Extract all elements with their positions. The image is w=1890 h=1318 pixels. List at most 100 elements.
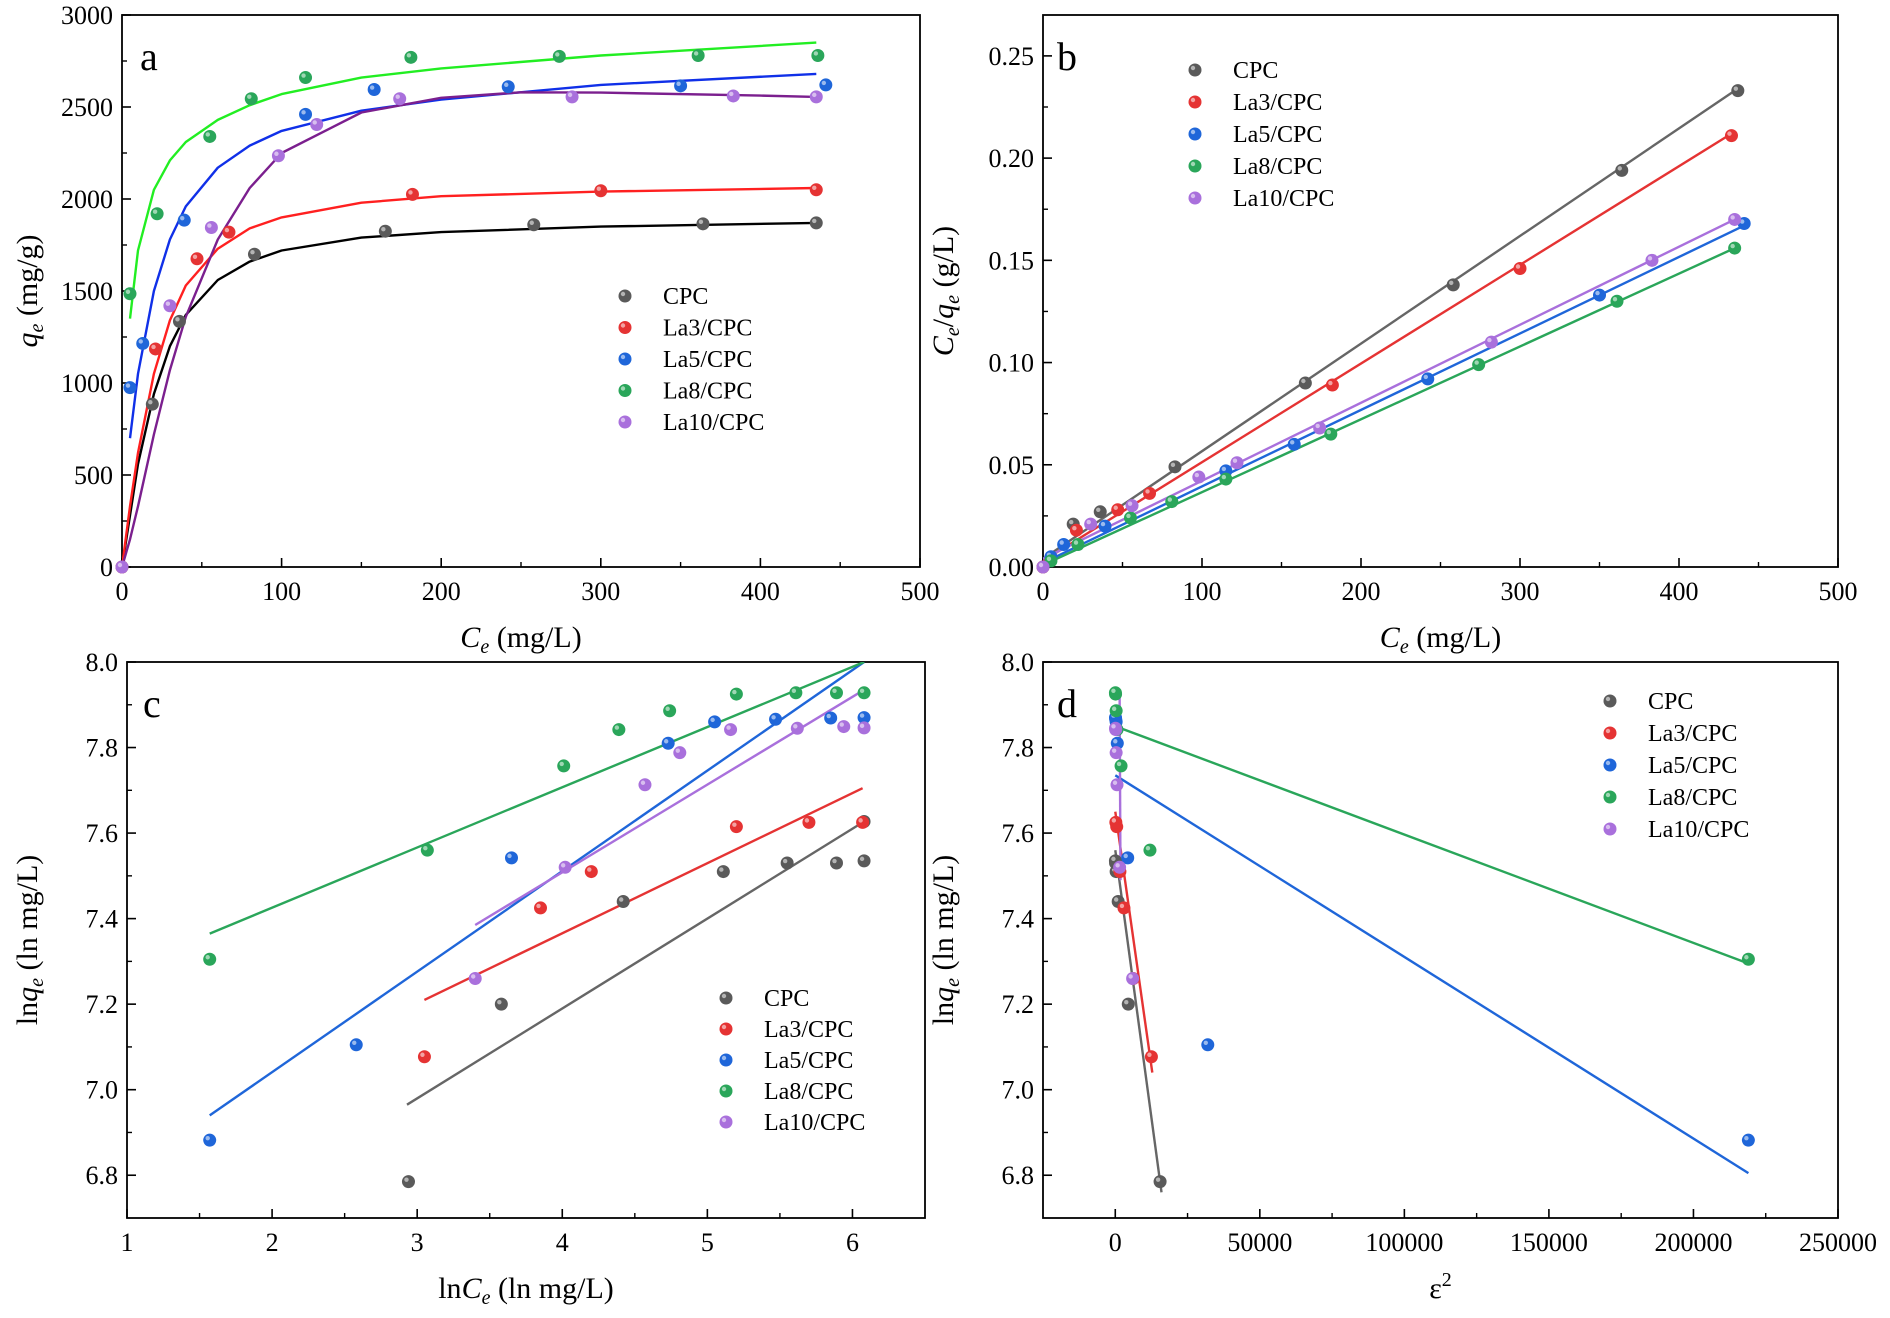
x-tick-label-d: 0	[1109, 1228, 1122, 1257]
data-point-la8-cpc-highlight	[1116, 761, 1122, 767]
data-point-la5-cpc-highlight	[352, 1040, 357, 1045]
data-point-la5-cpc	[349, 1038, 363, 1052]
data-point-la3-cpc	[1117, 901, 1131, 915]
fit-line-la8-cpc	[1043, 247, 1736, 567]
data-point-la8-cpc	[663, 704, 677, 718]
data-point-la8-cpc-highlight	[125, 289, 131, 294]
data-point-cpc	[1153, 1175, 1167, 1189]
data-point-cpc	[829, 856, 843, 870]
data-point-la5-cpc-highlight	[1221, 466, 1227, 472]
data-point-la8-cpc-highlight	[1126, 513, 1131, 519]
data-point-la8-cpc-highlight	[665, 706, 670, 711]
data-point-cpc	[1121, 997, 1135, 1011]
fit-line-la3-cpc	[122, 186, 817, 567]
data-point-la3-cpc	[809, 183, 823, 197]
data-point-la10-cpc	[1313, 421, 1327, 435]
data-point-la10-cpc	[724, 723, 738, 737]
x-tick-label-b: 100	[1183, 577, 1222, 606]
y-tick-label-a: 1000	[61, 369, 113, 398]
data-point-la10-cpc	[857, 721, 871, 735]
data-point-la3-cpc	[1513, 262, 1527, 276]
data-point-la3-cpc	[1111, 503, 1125, 517]
y-tick-label-b: 0.20	[989, 144, 1035, 173]
data-point-la10-cpc	[809, 90, 823, 104]
legend-label-cpc: CPC	[1648, 689, 1693, 715]
data-point-la5-cpc-highlight	[369, 85, 375, 90]
data-point-cpc-highlight	[698, 219, 704, 225]
fit-line-la10-cpc	[474, 688, 865, 927]
data-point-la10-cpc-highlight	[1194, 472, 1200, 478]
data-point-la3-cpc	[1069, 523, 1083, 537]
data-point-la10-cpc	[1109, 721, 1123, 735]
legend-marker-cpc-highlight	[620, 291, 626, 297]
data-point-cpc	[1446, 278, 1460, 292]
y-axis-label-a: qe (mg/g)	[11, 234, 48, 347]
data-point-cpc	[172, 314, 186, 328]
legend-marker-la10-cpc-highlight	[1190, 193, 1196, 199]
data-point-la10-cpc-highlight	[165, 301, 171, 306]
data-point-la8-cpc	[244, 92, 258, 106]
data-point-la8-cpc	[150, 207, 164, 221]
data-point-la5-cpc-highlight	[504, 82, 509, 87]
data-point-la8-cpc	[1114, 759, 1128, 773]
data-point-la3-cpc-highlight	[420, 1052, 425, 1057]
data-point-cpc-highlight	[619, 897, 624, 902]
data-point-la5-cpc-highlight	[859, 713, 865, 718]
fit-line-la10-cpc	[1043, 218, 1736, 560]
data-point-cpc-highlight	[812, 218, 817, 224]
data-point-la8-cpc	[789, 686, 803, 700]
data-point-la3-cpc	[594, 184, 608, 198]
data-point-la10-cpc	[1484, 335, 1498, 349]
data-point-cpc-highlight	[148, 399, 153, 405]
x-tick-label-c: 3	[411, 1228, 424, 1257]
x-tick-label-c: 6	[846, 1228, 859, 1257]
data-point-la10-cpc-highlight	[1086, 519, 1091, 525]
legend-a: CPC La3/CPC La5/CPC La8/CPC La10/CPC	[618, 284, 764, 436]
fit-line-la8-cpc	[1114, 725, 1749, 965]
data-point-la10-cpc-highlight	[471, 974, 476, 979]
data-point-la8-cpc	[404, 50, 418, 64]
fit-line-la8-cpc	[128, 41, 817, 319]
legend-marker-la8-cpc-highlight	[620, 386, 626, 391]
legend-marker-la3-cpc	[1603, 726, 1617, 740]
data-point-cpc-highlight	[1111, 856, 1116, 862]
legend-label-la10-cpc: La10/CPC	[1648, 817, 1749, 843]
data-point-la5-cpc	[824, 711, 838, 725]
x-axis-label-c: lnCe (ln mg/L)	[438, 1272, 614, 1309]
fit-line-la3-cpc	[423, 787, 864, 1001]
data-point-la5-cpc	[203, 1133, 217, 1147]
data-point-la3-cpc	[802, 815, 816, 829]
data-point-la5-cpc	[674, 79, 688, 93]
legend-d: CPC La3/CPC La5/CPC La8/CPC La10/CPC	[1603, 689, 1749, 843]
legend-marker-la3-cpc-highlight	[620, 323, 626, 328]
data-point-la10-cpc	[310, 117, 324, 131]
data-point-cpc	[1298, 376, 1312, 390]
legend-label-cpc: CPC	[764, 986, 809, 1012]
data-point-la8-cpc	[1324, 427, 1338, 441]
data-point-cpc	[1615, 163, 1629, 177]
data-point-la8-cpc-highlight	[813, 51, 819, 56]
x-tick-label-b: 400	[1660, 577, 1699, 606]
data-point-la8-cpc-highlight	[301, 73, 306, 78]
x-tick-label-a: 500	[901, 577, 940, 606]
data-point-la10-cpc	[1126, 971, 1140, 985]
legend-label-la5-cpc: La5/CPC	[663, 347, 752, 373]
data-point-la10-cpc-highlight	[1315, 423, 1320, 429]
data-point-cpc-highlight	[719, 867, 724, 872]
data-point-la10-cpc-highlight	[1487, 337, 1492, 343]
data-point-la5-cpc-highlight	[1059, 540, 1064, 545]
data-point-cpc-highlight	[1301, 378, 1306, 384]
data-point-la8-cpc	[203, 129, 217, 143]
data-point-la10-cpc	[393, 92, 407, 106]
data-point-cpc	[145, 397, 159, 411]
data-point-la10-cpc-highlight	[274, 151, 279, 156]
data-point-la5-cpc	[769, 712, 783, 726]
legend-label-la10-cpc: La10/CPC	[1233, 186, 1334, 212]
x-tick-label-c: 2	[266, 1228, 279, 1257]
data-point-cpc-highlight	[1449, 280, 1454, 286]
data-point-la10-cpc-highlight	[793, 724, 798, 729]
data-point-la8-cpc	[1143, 843, 1157, 857]
data-point-la10-cpc	[790, 721, 804, 735]
y-tick-label-b: 0.10	[989, 349, 1035, 378]
y-axis-label-d: lnqe (ln mg/L)	[927, 855, 964, 1026]
